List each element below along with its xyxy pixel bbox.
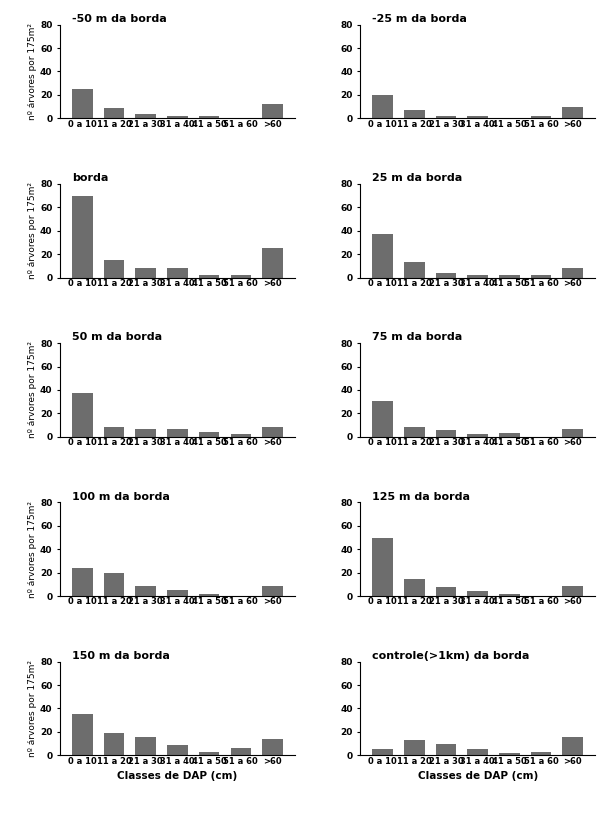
Bar (436, 116, 456, 118)
Bar (199, 432, 219, 437)
Bar (199, 275, 219, 277)
Bar (436, 744, 456, 755)
Bar (372, 538, 393, 596)
Bar (231, 748, 251, 755)
Bar (372, 234, 393, 277)
Bar (104, 428, 124, 437)
Bar (199, 752, 219, 755)
Bar (468, 434, 488, 437)
Bar (199, 116, 219, 118)
Bar (563, 107, 583, 118)
Bar (262, 739, 283, 755)
Bar (563, 736, 583, 755)
Bar (372, 95, 393, 118)
Y-axis label: nº árvores por 175m²: nº árvores por 175m² (28, 342, 37, 438)
Bar (167, 268, 188, 277)
Bar (468, 591, 488, 596)
Y-axis label: nº árvores por 175m²: nº árvores por 175m² (28, 182, 37, 279)
Bar (167, 745, 188, 755)
Text: 25 m da borda: 25 m da borda (372, 173, 462, 183)
Bar (262, 104, 283, 118)
Bar (563, 429, 583, 437)
Bar (72, 568, 93, 596)
Bar (436, 273, 456, 277)
Text: 150 m da borda: 150 m da borda (72, 651, 169, 661)
Bar (436, 587, 456, 596)
Bar (72, 195, 93, 277)
Bar (531, 275, 551, 277)
X-axis label: Classes de DAP (cm): Classes de DAP (cm) (117, 771, 237, 782)
Bar (468, 750, 488, 755)
Bar (262, 248, 283, 277)
Bar (135, 585, 156, 596)
Bar (499, 753, 520, 755)
Bar (436, 429, 456, 437)
Bar (262, 428, 283, 437)
Text: 75 m da borda: 75 m da borda (372, 333, 462, 342)
Bar (499, 594, 520, 596)
Bar (135, 736, 156, 755)
Bar (531, 752, 551, 755)
Bar (404, 110, 424, 118)
Bar (404, 740, 424, 755)
Bar (167, 590, 188, 596)
Bar (135, 268, 156, 277)
Bar (468, 116, 488, 118)
Bar (104, 108, 124, 118)
Y-axis label: nº árvores por 175m²: nº árvores por 175m² (28, 23, 37, 120)
Bar (104, 573, 124, 596)
Bar (404, 263, 424, 277)
Text: 125 m da borda: 125 m da borda (372, 492, 470, 502)
X-axis label: Classes de DAP (cm): Classes de DAP (cm) (418, 771, 538, 782)
Bar (563, 585, 583, 596)
Bar (563, 268, 583, 277)
Bar (104, 733, 124, 755)
Bar (104, 260, 124, 277)
Text: borda: borda (72, 173, 108, 183)
Bar (499, 275, 520, 277)
Bar (135, 429, 156, 437)
Bar (372, 750, 393, 755)
Bar (72, 393, 93, 437)
Bar (72, 89, 93, 118)
Y-axis label: nº árvores por 175m²: nº árvores por 175m² (28, 501, 37, 598)
Bar (531, 116, 551, 118)
Bar (72, 714, 93, 755)
Text: 50 m da borda: 50 m da borda (72, 333, 162, 342)
Bar (404, 428, 424, 437)
Bar (231, 434, 251, 437)
Text: -25 m da borda: -25 m da borda (372, 14, 467, 24)
Text: 100 m da borda: 100 m da borda (72, 492, 169, 502)
Bar (372, 401, 393, 437)
Bar (167, 429, 188, 437)
Text: -50 m da borda: -50 m da borda (72, 14, 166, 24)
Bar (135, 113, 156, 118)
Text: controle(>1km) da borda: controle(>1km) da borda (372, 651, 529, 661)
Bar (468, 275, 488, 277)
Bar (499, 433, 520, 437)
Bar (231, 275, 251, 277)
Y-axis label: nº árvores por 175m²: nº árvores por 175m² (28, 660, 37, 757)
Bar (404, 579, 424, 596)
Bar (199, 594, 219, 596)
Bar (262, 585, 283, 596)
Bar (167, 116, 188, 118)
